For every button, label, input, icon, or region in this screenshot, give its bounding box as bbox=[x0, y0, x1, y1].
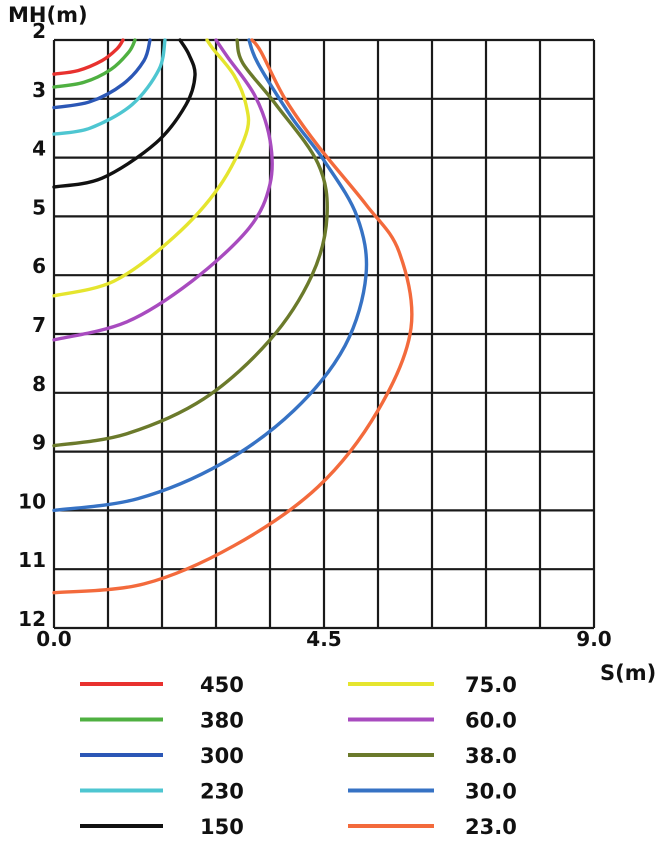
legend-label: 38.0 bbox=[465, 744, 517, 768]
y-tick-label: 6 bbox=[32, 254, 46, 278]
y-tick-label: 3 bbox=[32, 78, 46, 102]
legend-label: 30.0 bbox=[465, 780, 517, 804]
contour-line-300 bbox=[52, 38, 152, 110]
y-tick-label: 8 bbox=[32, 372, 46, 396]
chart-legend: 450 380 300 230 150 75.0 60.0 38.0 30.0 23.0 bbox=[80, 673, 517, 839]
legend-label: 230 bbox=[200, 780, 244, 804]
contour-line-30-0 bbox=[52, 38, 369, 513]
x-axis-title: S(m) bbox=[600, 661, 656, 685]
contour-line-150 bbox=[52, 38, 197, 189]
chart-grid bbox=[52, 38, 596, 630]
legend-label: 300 bbox=[200, 744, 244, 768]
y-tick-label: 5 bbox=[32, 195, 46, 219]
contour-line-60-0 bbox=[52, 38, 274, 342]
contour-line-380 bbox=[52, 38, 137, 89]
legend-label: 75.0 bbox=[465, 673, 517, 697]
x-axis-ticks: 0.0 4.5 9.0 bbox=[36, 627, 611, 651]
contour-line-230 bbox=[52, 38, 167, 136]
legend-label: 150 bbox=[200, 815, 244, 839]
y-tick-label: 11 bbox=[18, 548, 46, 572]
contour-line-38-0 bbox=[52, 38, 329, 448]
contour-line-23-0 bbox=[52, 38, 414, 595]
legend-label: 60.0 bbox=[465, 709, 517, 733]
y-tick-label: 10 bbox=[18, 489, 46, 513]
legend-label: 23.0 bbox=[465, 815, 517, 839]
y-tick-label: 2 bbox=[32, 19, 46, 43]
y-axis-title: MH(m) bbox=[8, 3, 88, 27]
legend-label: 380 bbox=[200, 709, 244, 733]
contour-line-75-0 bbox=[52, 38, 251, 298]
y-axis-ticks: 2 3 4 5 6 7 8 9 10 11 12 bbox=[18, 19, 46, 631]
x-tick-label: 4.5 bbox=[306, 627, 341, 651]
y-tick-label: 4 bbox=[32, 137, 46, 161]
y-tick-label: 7 bbox=[32, 313, 46, 337]
y-tick-label: 12 bbox=[18, 607, 46, 631]
legend-label: 450 bbox=[200, 673, 244, 697]
x-tick-label: 0.0 bbox=[36, 627, 71, 651]
y-tick-label: 9 bbox=[32, 431, 46, 455]
contour-line-450 bbox=[52, 38, 125, 76]
chart-series bbox=[52, 38, 414, 595]
x-tick-label: 9.0 bbox=[576, 627, 611, 651]
